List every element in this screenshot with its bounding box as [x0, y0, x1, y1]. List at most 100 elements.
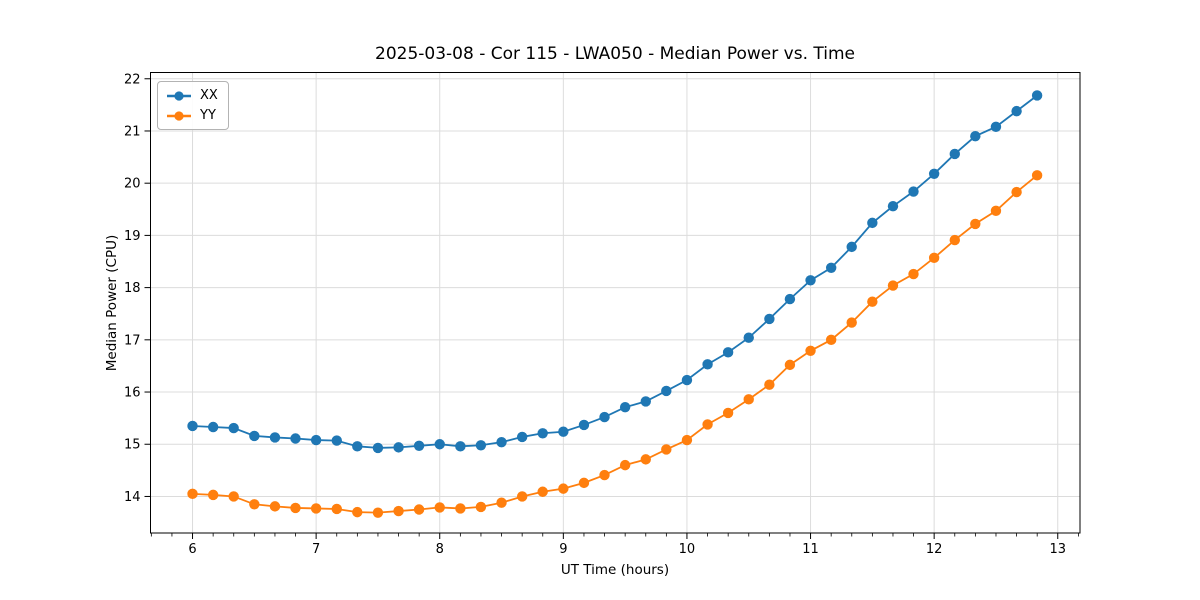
- data-point-yy: [269, 501, 281, 512]
- data-point-xx: [681, 374, 693, 386]
- y-tick-label: 19: [124, 229, 141, 244]
- data-point-xx: [1011, 105, 1022, 117]
- data-point-xx: [249, 430, 260, 442]
- data-point-xx: [413, 440, 425, 452]
- tick-labels: 6 7 8 9 10 11 12 13 14 15 16 17 18 19 20 21 22: [124, 72, 1066, 557]
- x-tick-label: 7: [312, 542, 320, 557]
- data-point-xx: [475, 440, 487, 451]
- data-point-xx: [393, 442, 404, 453]
- data-point-xx: [722, 347, 734, 358]
- data-point-xx: [702, 359, 713, 370]
- y-tick-label: 21: [124, 124, 141, 139]
- data-point-yy: [846, 317, 857, 328]
- y-tick-label: 16: [124, 386, 141, 401]
- x-tick-label: 6: [188, 542, 196, 557]
- data-point-yy: [970, 218, 981, 230]
- data-point-xx: [867, 217, 878, 229]
- data-point-yy: [290, 502, 301, 514]
- data-point-xx: [228, 422, 239, 434]
- data-point-xx: [496, 436, 507, 448]
- legend-label-xx: XX: [200, 88, 218, 103]
- data-point-yy: [825, 334, 837, 346]
- legend-marker-dot: [174, 90, 184, 101]
- data-point-yy: [908, 268, 919, 280]
- data-point-xx: [578, 419, 590, 431]
- data-point-xx: [558, 426, 569, 437]
- data-point-yy: [661, 444, 672, 455]
- data-point-yy: [805, 345, 816, 356]
- y-tick-label: 20: [124, 177, 141, 192]
- data-point-xx: [764, 313, 775, 325]
- data-point-xx: [455, 441, 466, 452]
- gridlines: [150, 72, 1080, 533]
- x-tick-label: 8: [436, 542, 444, 557]
- y-tick-label: 22: [124, 72, 141, 87]
- y-tick-label: 15: [124, 438, 141, 453]
- data-point-xx: [331, 435, 342, 446]
- data-point-yy: [516, 491, 528, 502]
- data-point-xx: [846, 241, 857, 253]
- data-point-xx: [908, 186, 919, 197]
- x-axis-label: UT Time (hours): [560, 562, 670, 578]
- data-point-xx: [619, 401, 631, 413]
- data-point-yy: [1031, 170, 1043, 181]
- data-point-xx: [207, 421, 219, 433]
- data-point-yy: [702, 419, 713, 430]
- data-point-yy: [413, 504, 425, 515]
- data-point-yy: [887, 280, 899, 291]
- data-point-xx: [784, 293, 796, 305]
- data-point-yy: [434, 502, 445, 513]
- data-point-xx: [805, 275, 816, 286]
- data-point-xx: [187, 420, 198, 432]
- data-point-yy: [537, 486, 548, 497]
- data-point-xx: [290, 433, 301, 444]
- x-tick-label: 10: [679, 542, 696, 557]
- legend-label-yy: YY: [200, 108, 216, 123]
- legend: XX YY: [157, 81, 229, 130]
- data-point-xx: [352, 441, 363, 452]
- axes-frame: [150, 72, 1081, 534]
- legend-marker-xx: [167, 90, 191, 101]
- data-point-yy: [475, 501, 487, 513]
- chart-title: 2025-03-08 - Cor 115 - LWA050 - Median P…: [375, 44, 855, 64]
- legend-marker-dot: [174, 110, 184, 121]
- data-point-xx: [743, 332, 754, 343]
- data-point-yy: [599, 469, 610, 481]
- data-point-xx: [372, 442, 384, 454]
- data-point-yy: [228, 491, 239, 502]
- series-yy: [187, 170, 1043, 518]
- x-tick-label: 12: [926, 542, 943, 557]
- legend-item-yy: YY: [166, 107, 218, 124]
- y-tick-label: 14: [124, 490, 141, 505]
- data-point-yy: [249, 499, 260, 510]
- data-point-xx: [887, 200, 899, 212]
- data-point-yy: [558, 483, 569, 494]
- series-xx: [187, 90, 1043, 454]
- data-point-xx: [928, 168, 940, 179]
- data-point-yy: [207, 489, 219, 501]
- y-tick-label: 17: [124, 333, 141, 348]
- data-point-yy: [640, 454, 651, 465]
- data-point-yy: [455, 503, 466, 514]
- data-point-xx: [661, 385, 672, 397]
- data-point-yy: [393, 505, 404, 517]
- data-point-xx: [599, 411, 610, 423]
- data-point-yy: [187, 488, 198, 500]
- data-point-yy: [496, 497, 507, 508]
- series-line-yy: [192, 174, 1038, 514]
- data-point-yy: [784, 359, 796, 371]
- data-point-xx: [310, 434, 322, 446]
- data-point-yy: [722, 407, 734, 419]
- data-point-yy: [867, 296, 878, 307]
- data-point-xx: [990, 121, 1002, 132]
- data-point-yy: [310, 503, 322, 514]
- data-point-yy: [764, 379, 775, 390]
- data-point-xx: [825, 262, 837, 273]
- data-point-xx: [434, 439, 445, 450]
- x-tick-label: 13: [1049, 542, 1066, 557]
- legend-item-xx: XX: [166, 87, 218, 104]
- data-point-xx: [269, 432, 281, 443]
- x-tick-label: 9: [559, 542, 567, 557]
